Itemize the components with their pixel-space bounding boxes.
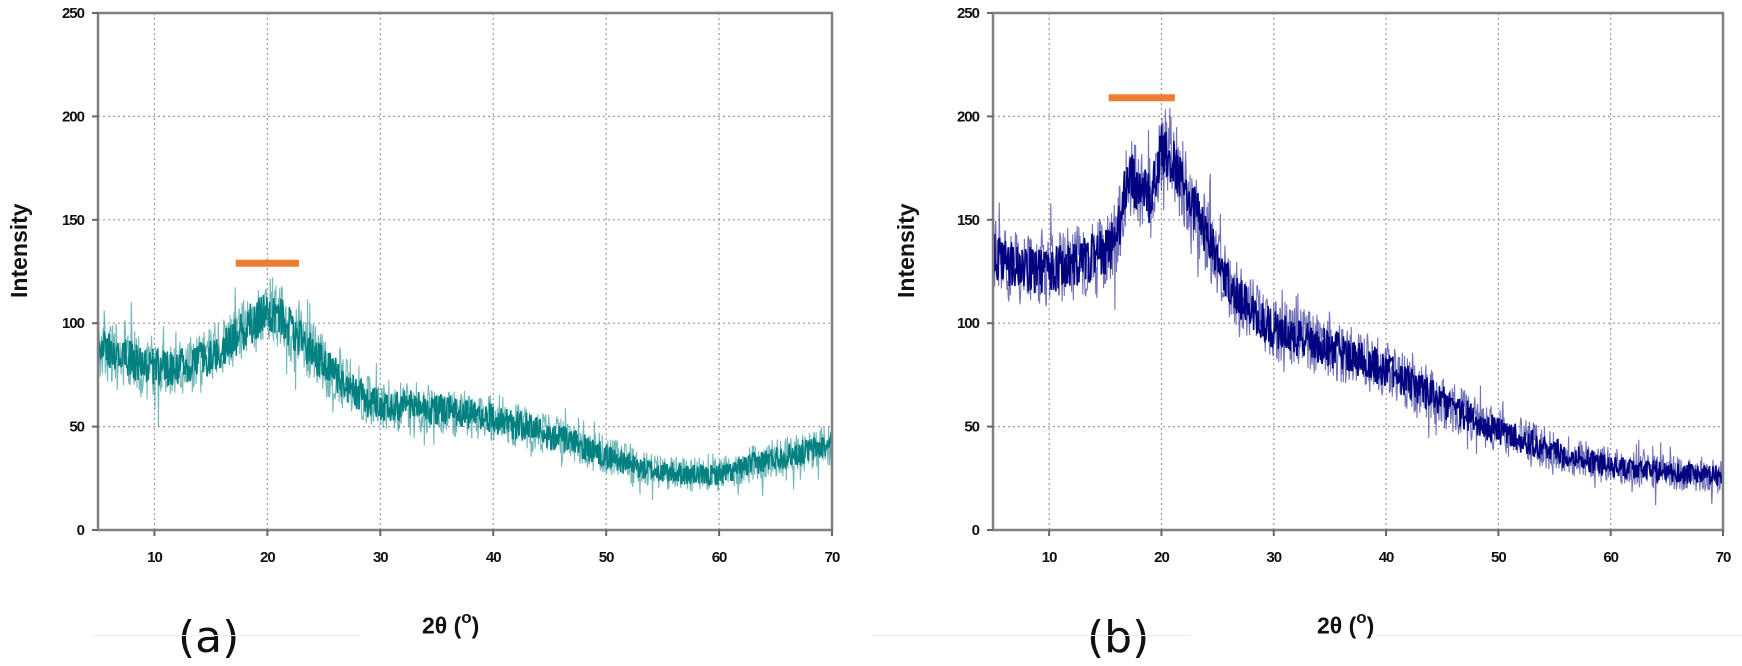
chart-panel-b: 0 50 100 150 200 250 10 20 30 40 50 60 70 Intensity … bbox=[871, 0, 1742, 666]
plot-frame bbox=[991, 11, 1725, 532]
data-series-line bbox=[97, 294, 833, 486]
y-tick-label: 200 bbox=[62, 108, 85, 125]
x-axis-title-a: 2θ (o) bbox=[422, 608, 480, 639]
x-tick-label: 50 bbox=[599, 549, 614, 566]
y-tick-label: 250 bbox=[957, 5, 980, 22]
y-tick-label: 250 bbox=[62, 5, 85, 22]
y-tick-label: 50 bbox=[69, 419, 84, 436]
divider bbox=[1371, 635, 1742, 636]
plot-frame bbox=[96, 11, 834, 532]
y-tick-label: 100 bbox=[957, 315, 980, 332]
chart-panel-a: 0 50 100 150 200 250 10 20 30 40 50 60 70 Intensity … bbox=[6, 5, 841, 663]
data-series-noise bbox=[992, 107, 1724, 506]
y-tick-label: 150 bbox=[62, 212, 85, 229]
x-tick-label: 70 bbox=[825, 549, 840, 566]
data-series-line bbox=[992, 125, 1724, 487]
plot-area bbox=[96, 11, 834, 532]
panel-label-b: (b) bbox=[1087, 612, 1150, 663]
y-tick-label: 100 bbox=[62, 315, 85, 332]
y-tick-label: 0 bbox=[77, 522, 85, 539]
divider bbox=[871, 635, 1191, 636]
x-tick-label: 60 bbox=[1603, 549, 1618, 566]
x-tick-label: 40 bbox=[1379, 549, 1394, 566]
peak-marker-bar bbox=[235, 259, 300, 267]
panel-label-a: (a) bbox=[178, 612, 240, 663]
x-tick-label: 50 bbox=[1491, 549, 1506, 566]
x-tick-label: 30 bbox=[1266, 549, 1281, 566]
x-tick-label: 20 bbox=[260, 549, 275, 566]
y-tick-label: 150 bbox=[957, 212, 980, 229]
peak-marker-bar bbox=[1108, 94, 1175, 102]
x-tick-label: 30 bbox=[373, 549, 388, 566]
y-axis-title-a: Intensity bbox=[6, 203, 32, 298]
x-tick-label: 10 bbox=[1042, 549, 1057, 566]
data-series-noise bbox=[97, 277, 833, 501]
x-tick-label: 20 bbox=[1154, 549, 1169, 566]
xrd-chart-a: 0 50 100 150 200 250 10 20 30 40 50 60 70 bbox=[62, 5, 841, 566]
y-tick-label: 0 bbox=[972, 522, 980, 539]
y-axis-title-b: Intensity bbox=[893, 203, 919, 298]
x-axis-title-b: 2θ (o) bbox=[1317, 608, 1375, 639]
x-tick-label: 40 bbox=[486, 549, 501, 566]
x-tick-label: 70 bbox=[1716, 549, 1731, 566]
y-tick-label: 200 bbox=[957, 108, 980, 125]
x-tick-label: 60 bbox=[712, 549, 727, 566]
xrd-chart-b: 0 50 100 150 200 250 10 20 30 40 50 60 70 bbox=[957, 5, 1732, 566]
x-tick-label: 10 bbox=[147, 549, 162, 566]
plot-area bbox=[991, 11, 1725, 532]
y-tick-label: 50 bbox=[964, 419, 979, 436]
divider bbox=[90, 635, 360, 636]
